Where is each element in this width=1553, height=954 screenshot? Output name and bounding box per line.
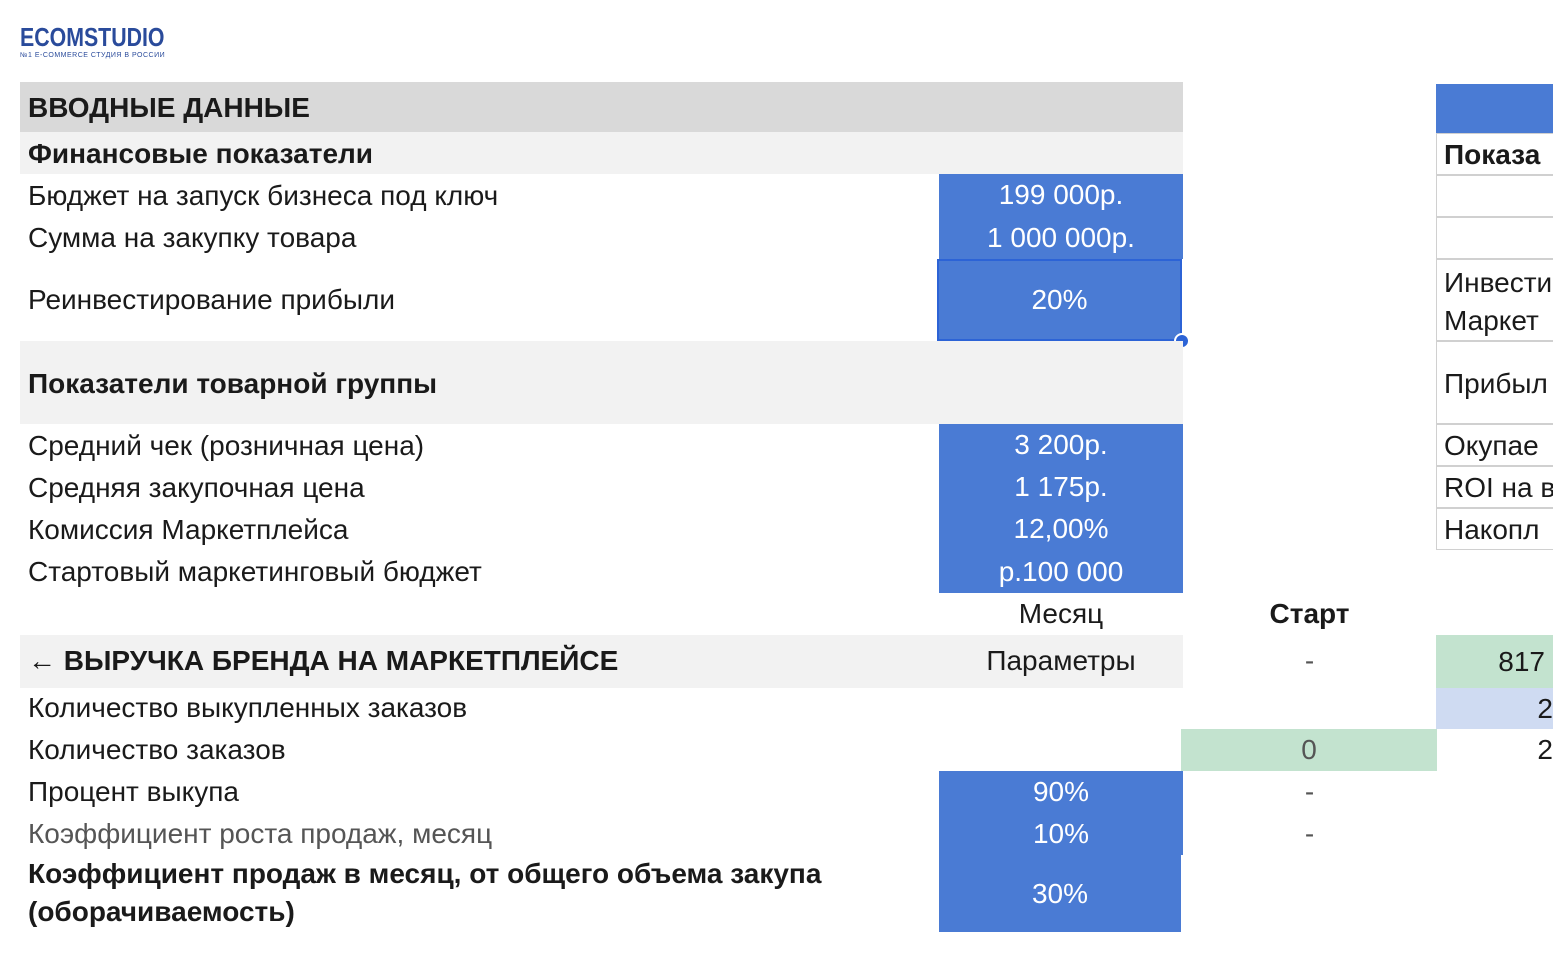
purchase-sum-label: Сумма на закупку товара (28, 222, 357, 253)
purchase-price-label: Средняя закупочная цена (28, 472, 365, 503)
budget-value[interactable]: 199 000р. (939, 174, 1183, 216)
right-panel-investment-line2: Маркет (1444, 305, 1539, 336)
input-title: ВВОДНЫЕ ДАННЫЕ (28, 92, 310, 123)
revenue-start-value[interactable]: - (1304, 645, 1315, 676)
right-panel-title: Показа (1436, 133, 1553, 175)
redeemed-orders-label: Количество выкупленных заказов (28, 692, 468, 723)
reinvest-label: Реинвестирование прибыли (28, 284, 395, 315)
right-panel-row[interactable] (1436, 217, 1553, 259)
right-panel-header-band (1436, 84, 1553, 133)
input-header-band (20, 82, 1183, 132)
product-band (20, 341, 1183, 424)
growth-value[interactable]: 10% (939, 813, 1183, 855)
purchase-sum-value[interactable]: 1 000 000р. (939, 216, 1183, 259)
redeemed-orders-month1[interactable]: 2 (1436, 688, 1553, 729)
commission-label: Комиссия Маркетплейса (28, 514, 349, 545)
parameters-header: Параметры (986, 645, 1136, 676)
right-panel-row-profit[interactable]: Прибыл (1436, 341, 1553, 424)
avg-check-value[interactable]: 3 200р. (939, 424, 1183, 466)
right-panel-row-investment[interactable]: Инвести Маркет (1436, 259, 1553, 341)
orders-start-value[interactable]: 0 (1181, 729, 1437, 771)
marketing-budget-label: Стартовый маркетинговый бюджет (28, 556, 482, 587)
start-column-header: Старт (1269, 598, 1350, 629)
growth-start[interactable]: - (1304, 818, 1315, 849)
growth-label: Коэффициент роста продаж, месяц (28, 818, 493, 849)
avg-check-label: Средний чек (розничная цена) (28, 430, 425, 461)
revenue-title[interactable]: ← ВЫРУЧКА БРЕНДА НА МАРКЕТПЛЕЙСЕ (28, 645, 619, 676)
product-title: Показатели товарной группы (28, 368, 438, 399)
revenue-band (20, 635, 1183, 688)
right-panel-row-roi[interactable]: ROI на в (1436, 466, 1553, 508)
right-panel-investment-line1: Инвести (1444, 267, 1553, 298)
budget-label: Бюджет на запуск бизнеса под ключ (28, 180, 499, 211)
turnover-value[interactable]: 30% (939, 855, 1181, 932)
right-panel-row-payback[interactable]: Окупае (1436, 424, 1553, 466)
commission-value[interactable]: 12,00% (939, 508, 1183, 550)
marketing-budget-value[interactable]: р.100 000 (939, 550, 1183, 593)
reinvest-value-selected[interactable]: 20% (937, 259, 1182, 341)
month-column-header: Месяц (1018, 598, 1104, 629)
redeem-pct-label: Процент выкупа (28, 776, 239, 807)
redeem-pct-value[interactable]: 90% (939, 771, 1183, 813)
revenue-month1-value[interactable]: 817 (1436, 635, 1553, 688)
right-panel-row[interactable] (1436, 175, 1553, 217)
turnover-label: Коэффициент продаж в месяц, от общего об… (28, 858, 822, 889)
turnover-label-line2: (оборачиваемость) (28, 896, 295, 927)
purchase-price-value[interactable]: 1 175р. (939, 466, 1183, 508)
financial-title: Финансовые показатели (28, 138, 374, 169)
logo: ECOMSTUDIO (20, 22, 165, 52)
financial-band (20, 132, 1183, 174)
right-panel-row-accumulated[interactable]: Накопл (1436, 508, 1553, 550)
orders-label: Количество заказов (28, 734, 286, 765)
logo-subtitle: №1 E-COMMERCE СТУДИЯ В РОССИИ (20, 52, 166, 59)
orders-month1[interactable]: 2 (1537, 734, 1553, 765)
redeem-pct-start[interactable]: - (1304, 776, 1315, 807)
